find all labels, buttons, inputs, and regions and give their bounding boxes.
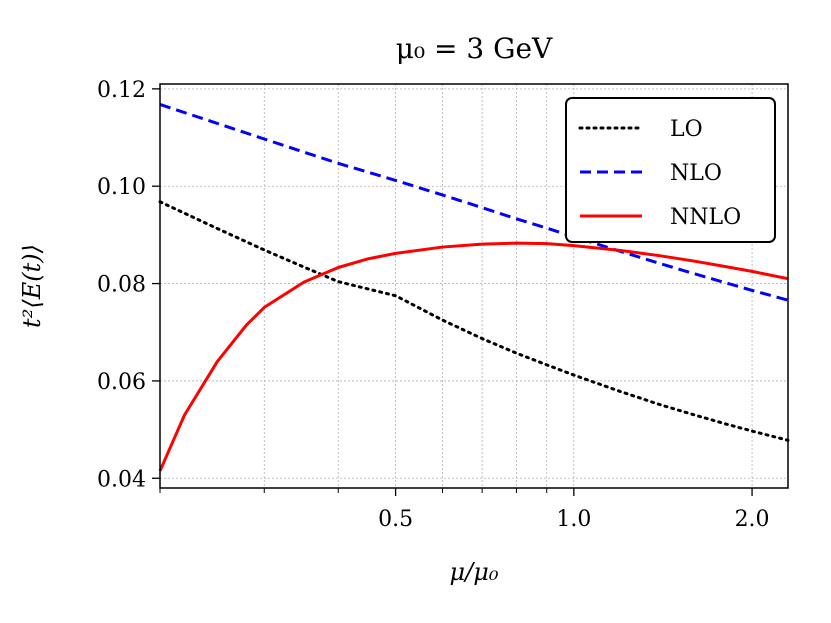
legend: LO NLO NNLO (565, 97, 776, 243)
legend-label-nlo: NLO (670, 161, 722, 186)
y-tick-label: 0.06 (97, 370, 146, 395)
x-axis-title: μ/μ₀ (450, 558, 499, 586)
x-tick-label: 1.0 (556, 507, 591, 532)
series-line-nlo (159, 103, 789, 302)
y-tick-label: 0.12 (97, 78, 146, 103)
axes: 0.5 1.0 2.0 0.04 0.06 0.08 0.10 0.12 (97, 78, 789, 532)
y-tick-label: 0.10 (97, 175, 146, 200)
series-line-lo (158, 200, 790, 442)
x-tick-label: 0.5 (378, 507, 413, 532)
grid (159, 84, 788, 488)
plot-frame (159, 83, 789, 489)
chart-title: μ₀ = 3 GeV (396, 32, 553, 65)
series-layer (158, 103, 790, 472)
legend-label-nnlo: NNLO (670, 205, 741, 230)
legend-box (565, 97, 776, 243)
y-axis-title: t²⟨E(t)⟩ (18, 244, 46, 328)
y-tick-label: 0.04 (97, 467, 146, 492)
x-tick-label: 2.0 (735, 507, 770, 532)
y-tick-label: 0.08 (97, 273, 146, 298)
series-line-nnlo (158, 241, 789, 472)
legend-label-lo: LO (670, 117, 703, 142)
